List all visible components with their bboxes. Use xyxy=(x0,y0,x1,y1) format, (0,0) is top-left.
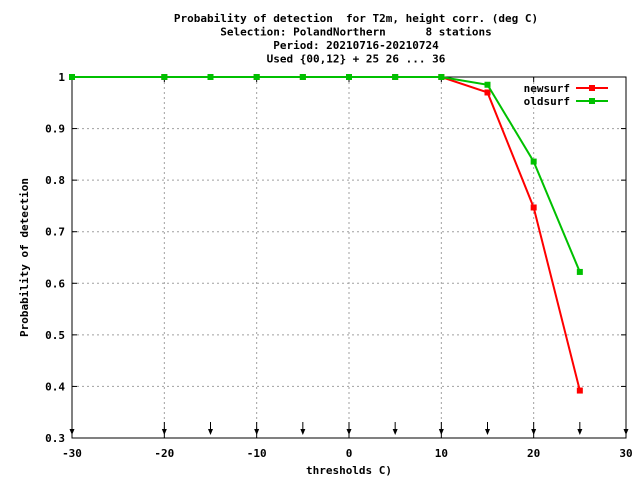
title-line: Used {00,12} + 25 26 ... 36 xyxy=(267,53,446,66)
x-tick-label: -30 xyxy=(62,447,82,460)
x-tick-label: 30 xyxy=(619,447,632,460)
y-axis-label: Probability of detection xyxy=(18,178,31,337)
series xyxy=(69,74,583,394)
threshold-marker-arrow xyxy=(300,429,306,435)
threshold-marker-arrow xyxy=(438,429,444,435)
data-point-oldsurf xyxy=(392,74,399,80)
data-point-oldsurf xyxy=(438,74,445,80)
y-tick-label: 0.5 xyxy=(45,329,65,342)
y-tick-label: 0.4 xyxy=(45,380,65,393)
y-tick-label: 0.8 xyxy=(45,174,65,187)
series-line-newsurf xyxy=(72,76,581,391)
series-line-oldsurf xyxy=(72,76,581,273)
legend-label: oldsurf xyxy=(524,95,570,108)
threshold-marker-arrow xyxy=(69,429,75,435)
chart-title: Probability of detection for T2m, height… xyxy=(174,12,538,66)
data-point-oldsurf xyxy=(299,74,306,80)
title-line: Probability of detection for T2m, height… xyxy=(174,12,538,25)
data-point-oldsurf xyxy=(484,81,491,88)
x-tick-label: 20 xyxy=(527,447,540,460)
x-axis-label: thresholds C) xyxy=(306,464,392,477)
threshold-marker-arrow xyxy=(577,429,583,435)
y-tick-label: 0.7 xyxy=(45,226,65,239)
threshold-marker-arrow xyxy=(485,429,490,435)
x-tick-label: 10 xyxy=(435,447,448,460)
threshold-marker-arrow xyxy=(392,429,398,435)
threshold-markers xyxy=(69,422,629,435)
data-point-oldsurf xyxy=(346,74,352,80)
y-tick-label: 0.6 xyxy=(45,277,65,290)
threshold-marker-arrow xyxy=(346,429,352,435)
data-point-oldsurf xyxy=(576,268,583,275)
y-tick-label: 0.3 xyxy=(45,432,65,445)
x-tick-label: -10 xyxy=(247,447,267,460)
legend-swatch-marker xyxy=(589,98,595,104)
legend-swatch-marker xyxy=(589,85,595,91)
threshold-marker-arrow xyxy=(254,429,260,435)
data-point-oldsurf xyxy=(253,74,260,80)
title-line: Selection: PolandNorthern 8 stations xyxy=(220,26,492,39)
data-point-oldsurf xyxy=(207,74,214,80)
data-point-newsurf xyxy=(576,387,583,394)
data-point-newsurf xyxy=(530,204,537,211)
threshold-marker-arrow xyxy=(531,429,537,435)
threshold-marker-arrow xyxy=(161,429,167,435)
data-point-newsurf xyxy=(484,89,491,96)
grid xyxy=(72,77,626,438)
threshold-marker-arrow xyxy=(208,429,213,435)
data-point-oldsurf xyxy=(69,74,75,80)
data-point-oldsurf xyxy=(530,158,537,165)
legend-label: newsurf xyxy=(524,82,570,95)
axis-ticks: -30 -20 -10 0 10 20 30 0.3 0.4 0.5 0.6 0.7 0.8 0.9 1 xyxy=(45,71,633,460)
title-line: Period: 20210716-20210724 xyxy=(273,39,439,52)
x-tick-label: 0 xyxy=(346,447,353,460)
y-tick-label: 1 xyxy=(58,71,65,84)
y-tick-label: 0.9 xyxy=(45,123,65,136)
data-point-oldsurf xyxy=(161,74,168,80)
threshold-marker-arrow xyxy=(623,429,629,435)
x-tick-label: -20 xyxy=(154,447,174,460)
